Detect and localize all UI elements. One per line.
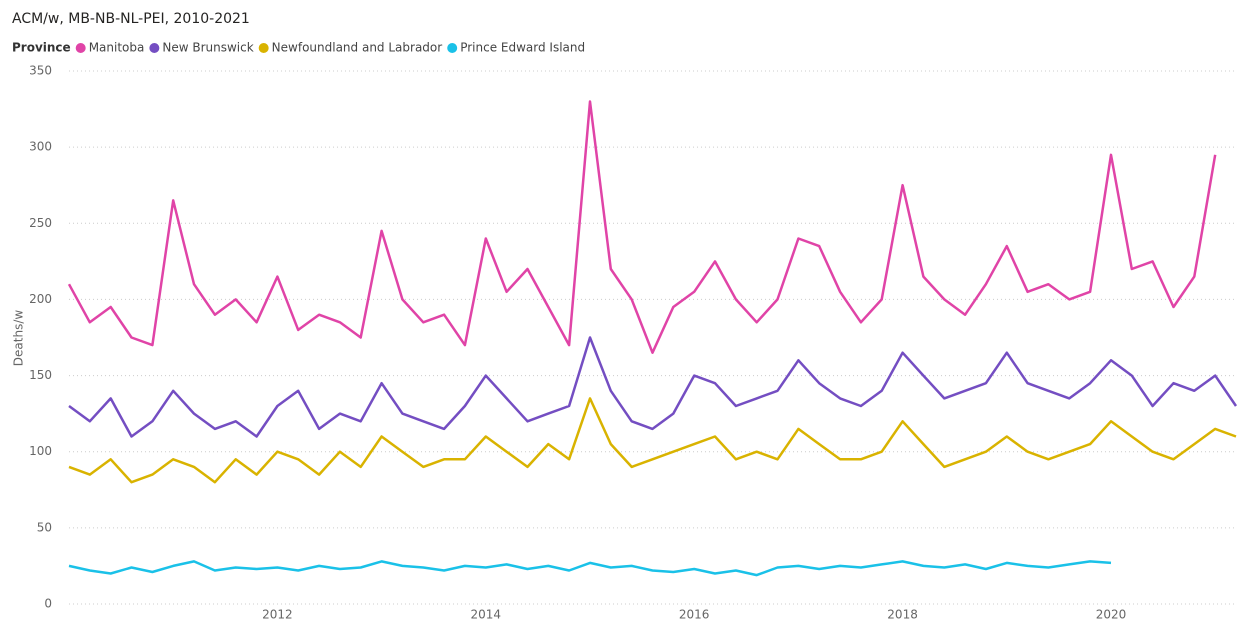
y-tick-label: 150 bbox=[29, 368, 52, 382]
y-tick-label: 350 bbox=[29, 64, 52, 78]
legend-label: Prince Edward Island bbox=[460, 41, 585, 55]
legend-marker bbox=[447, 43, 458, 53]
legend-label: Newfoundland and Labrador bbox=[272, 41, 443, 55]
x-tick-label: 2020 bbox=[1096, 608, 1127, 622]
legend-label: Manitoba bbox=[89, 41, 145, 55]
y-tick-label: 200 bbox=[29, 292, 52, 306]
series-line bbox=[67, 100, 1217, 354]
y-tick-label: 100 bbox=[29, 444, 52, 458]
legend-marker bbox=[258, 43, 269, 53]
y-tick-label: 250 bbox=[29, 216, 52, 230]
y-tick-label: 0 bbox=[44, 597, 52, 611]
series-line bbox=[68, 336, 1238, 438]
x-tick-label: 2018 bbox=[887, 608, 918, 622]
x-tick-label: 2014 bbox=[471, 608, 502, 622]
legend-marker bbox=[75, 43, 86, 53]
chart-title: ACM/w, MB-NB-NL-PEI, 2010-2021 bbox=[12, 11, 250, 27]
legend-label: New Brunswick bbox=[162, 41, 253, 55]
legend-marker bbox=[149, 43, 160, 53]
y-tick-label: 50 bbox=[37, 520, 52, 534]
series-line bbox=[68, 397, 1237, 484]
x-tick-label: 2016 bbox=[679, 608, 710, 622]
y-tick-label: 300 bbox=[29, 140, 52, 154]
legend-title: Province bbox=[12, 41, 71, 55]
series-line bbox=[68, 560, 1112, 577]
x-tick-label: 2012 bbox=[262, 608, 293, 622]
y-axis-label: Deaths/w bbox=[12, 310, 26, 367]
